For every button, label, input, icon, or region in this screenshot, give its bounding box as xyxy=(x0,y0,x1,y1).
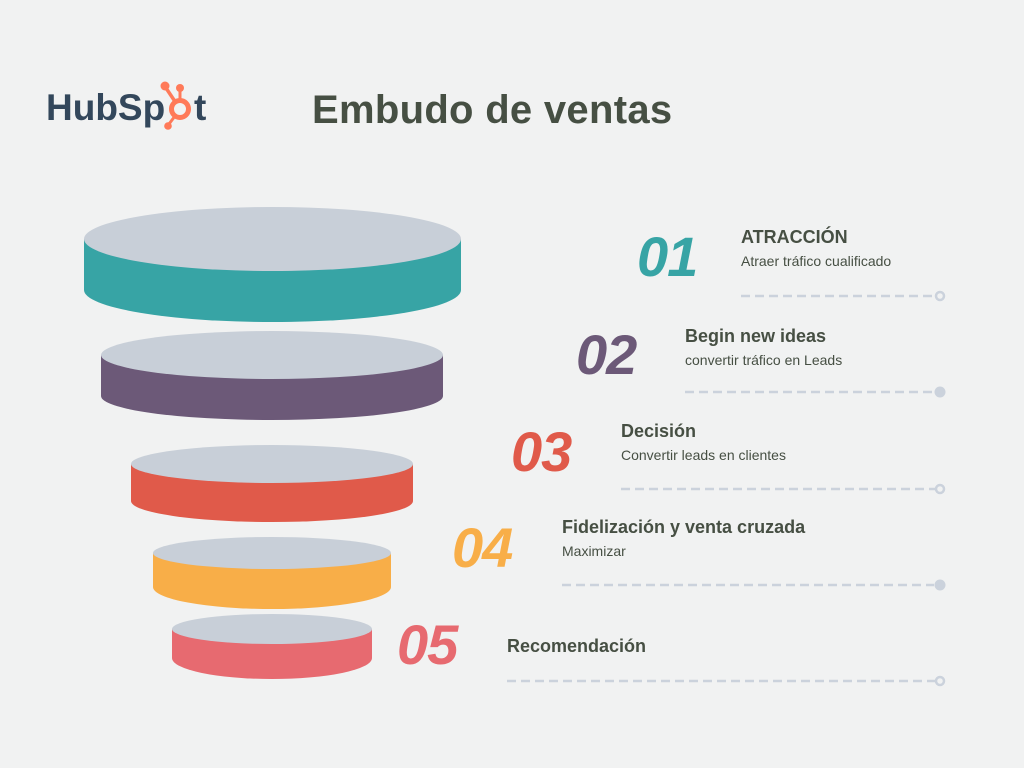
funnel-disk-4 xyxy=(153,537,391,609)
disk-top xyxy=(153,537,391,569)
disk-top xyxy=(101,331,443,379)
stage-number: 03 xyxy=(511,420,572,483)
stage-number: 04 xyxy=(452,516,513,579)
hollow-end-marker-icon xyxy=(934,675,946,687)
hollow-end-marker-icon xyxy=(934,483,946,495)
funnel-disk-2 xyxy=(101,331,443,420)
disk-top xyxy=(131,445,413,483)
funnel-disk-3 xyxy=(131,445,413,522)
stage-title: Begin new ideas xyxy=(685,326,827,346)
funnel-disk-5 xyxy=(172,614,372,679)
page-title: Embudo de ventas xyxy=(312,88,673,132)
stage-number: 05 xyxy=(397,613,458,676)
logo-text-right: t xyxy=(194,87,206,128)
hollow-end-marker-icon xyxy=(934,290,946,302)
stage-description: Atraer tráfico cualificado xyxy=(741,253,892,269)
filled-end-marker-icon xyxy=(934,579,946,591)
connector-line xyxy=(685,386,946,398)
funnel-disk-1 xyxy=(84,207,461,322)
stage-title: Decisión xyxy=(621,421,697,441)
connector-line xyxy=(507,675,946,687)
stage-description: Maximizar xyxy=(562,543,626,559)
disk-top xyxy=(172,614,372,644)
hubspot-logo: HubSp t xyxy=(46,78,226,134)
disk-side xyxy=(153,553,391,609)
stage-description: convertir tráfico en Leads xyxy=(685,352,843,368)
stage-title: Recomendación xyxy=(507,636,647,656)
stage-description: Convertir leads en clientes xyxy=(621,447,786,463)
stage-title: ATRACCIÓN xyxy=(741,227,848,247)
filled-end-marker-icon xyxy=(934,386,946,398)
hubspot-logo-graphic: HubSp t xyxy=(46,81,206,130)
connector-line xyxy=(621,483,946,495)
sales-funnel xyxy=(84,207,461,679)
disk-top xyxy=(84,207,461,271)
connector-line xyxy=(562,579,946,591)
stage-title: Fidelización y venta cruzada xyxy=(562,517,806,537)
connector-line xyxy=(741,290,946,302)
stage-number: 01 xyxy=(637,225,698,288)
logo-text-left: HubSp xyxy=(46,87,165,128)
sprocket-icon xyxy=(160,81,191,130)
stage-number: 02 xyxy=(576,323,637,386)
